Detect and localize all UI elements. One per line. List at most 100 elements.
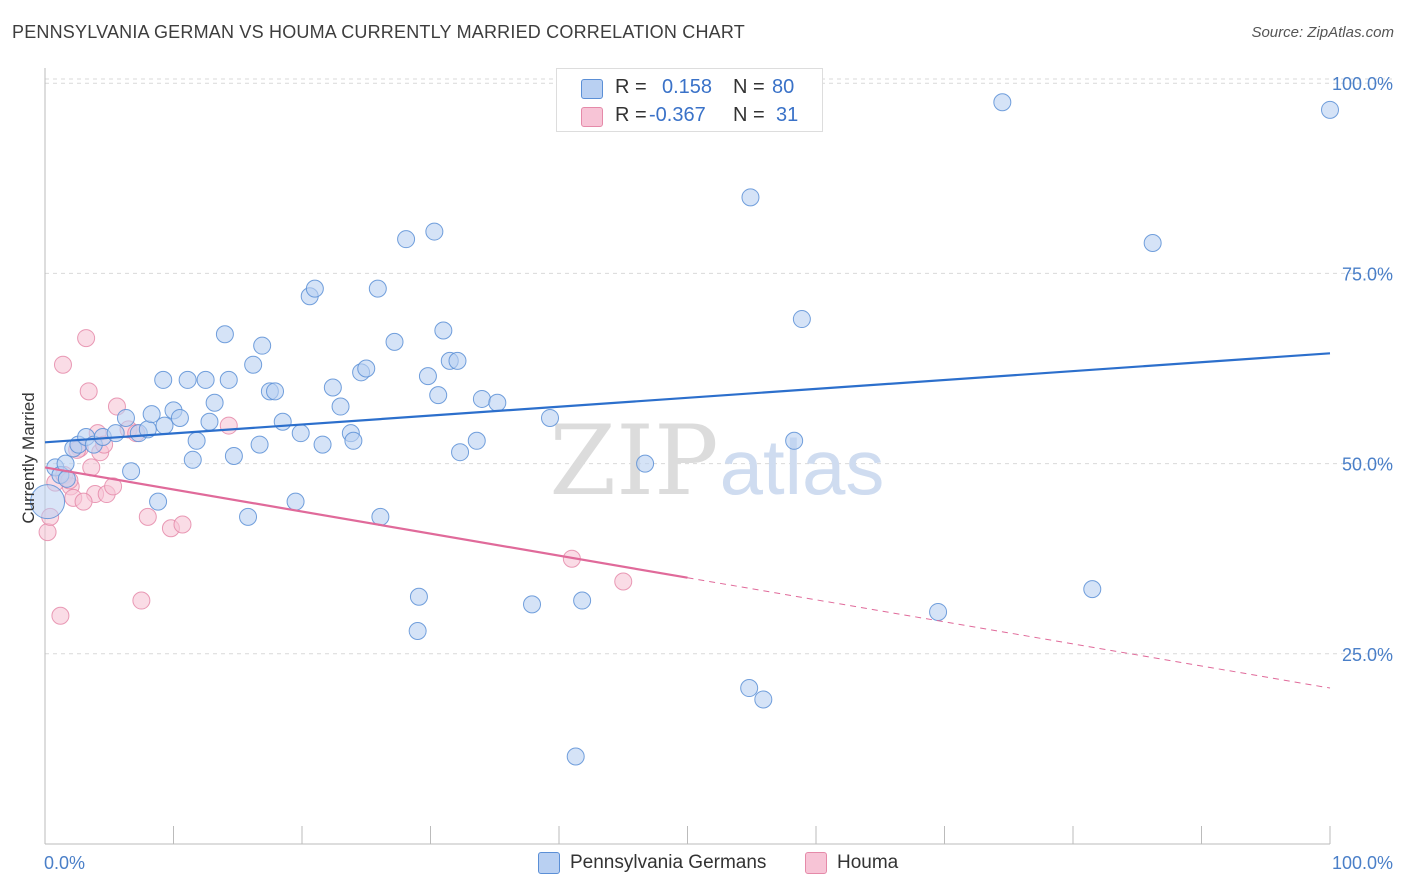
pennsylvania-germans-point: [244, 355, 263, 374]
pennsylvania-germans-point: [205, 393, 224, 412]
pennsylvania-germans-point: [155, 416, 174, 435]
pennsylvania-germans-point: [286, 492, 305, 511]
pennsylvania-germans-point: [418, 367, 437, 386]
pennsylvania-germans-point: [116, 408, 135, 427]
blue-swatch-icon: [538, 852, 560, 874]
pennsylvania-germans-point: [754, 690, 773, 709]
pennsylvania-germans-trend-line: [44, 352, 1331, 444]
watermark-zip: ZIP: [549, 405, 718, 517]
houma-point: [219, 416, 238, 435]
pennsylvania-germans-point: [196, 370, 215, 389]
pennsylvania-germans-point: [397, 230, 416, 249]
pennsylvania-germans-point: [219, 370, 238, 389]
pennsylvania-germans-point: [305, 279, 324, 298]
houma-point: [74, 492, 93, 511]
pennsylvania-germans-point: [929, 602, 948, 621]
houma-point: [38, 523, 57, 542]
y-tick-label: 75.0%: [1342, 264, 1393, 284]
pennsylvania-germans-point: [409, 587, 428, 606]
x-tick-label: 0.0%: [44, 853, 85, 873]
pennsylvania-germans-point: [385, 332, 404, 351]
trend-lines: [44, 352, 1331, 689]
houma-trend-line: [687, 577, 1331, 689]
n-label: N =: [733, 76, 765, 98]
n-value: 31: [776, 104, 799, 126]
pennsylvania-germans-point: [1083, 580, 1102, 599]
correlation-legend: R = 0.158 N = 80 R = -0.367 N = 31: [556, 68, 823, 132]
pennsylvania-germans-point: [573, 591, 592, 610]
pennsylvania-germans-point: [523, 595, 542, 614]
r-label: R =: [615, 76, 647, 98]
axes-layer: [44, 68, 1331, 845]
pennsylvania-germans-point: [1321, 100, 1339, 119]
pennsylvania-germans-point: [106, 424, 125, 443]
r-value: 0.158: [662, 76, 713, 98]
legend-label: Pennsylvania Germans: [570, 852, 767, 873]
houma-point: [77, 329, 96, 348]
pennsylvania-germans-point: [792, 310, 811, 329]
houma-point: [132, 591, 151, 610]
chart-title: PENNSYLVANIA GERMAN VS HOUMA CURRENTLY M…: [12, 22, 745, 42]
pennsylvania-germans-point: [313, 435, 332, 454]
pennsylvania-germans-point: [224, 447, 243, 465]
pennsylvania-germans-point: [215, 325, 234, 344]
pennsylvania-germans-point: [993, 93, 1012, 112]
watermark: ZIP atlas: [549, 405, 884, 517]
houma-point: [79, 382, 98, 401]
pennsylvania-germans-point: [451, 443, 470, 462]
pennsylvania-germans-point: [371, 507, 390, 526]
pennsylvania-germans-point: [253, 336, 272, 355]
x-tick-label: 100.0%: [1332, 853, 1393, 873]
legend-row-pink: R = -0.367 N = 31: [557, 101, 822, 129]
pennsylvania-germans-point: [434, 321, 453, 340]
pennsylvania-germans-point: [488, 393, 507, 412]
pennsylvania-germans-point: [239, 507, 258, 526]
pennsylvania-germans-point: [541, 408, 560, 427]
pennsylvania-germans-point: [472, 389, 491, 408]
r-value: -0.367: [649, 104, 706, 126]
houma-point: [51, 606, 70, 625]
pennsylvania-germans-point: [200, 412, 219, 431]
pennsylvania-germans-point: [122, 462, 141, 481]
r-label: R =: [615, 104, 647, 126]
pennsylvania-germans-point: [187, 431, 206, 450]
pennsylvania-germans-point: [429, 386, 448, 405]
pennsylvania-germans-point: [149, 492, 168, 511]
pennsylvania-germans-point: [425, 222, 444, 241]
pennsylvania-germans-point: [785, 431, 804, 450]
pink-swatch-icon: [805, 852, 827, 874]
pennsylvania-germans-point: [448, 351, 467, 370]
axis-labels: 25.0% 50.0% 75.0% 100.0% 0.0% 100.0%: [44, 74, 1393, 873]
pennsylvania-germans-point: [636, 454, 655, 473]
pennsylvania-germans-point: [170, 408, 189, 427]
pennsylvania-germans-point: [566, 747, 585, 766]
pennsylvania-germans-point: [741, 188, 760, 207]
pennsylvania-germans-point: [408, 621, 427, 640]
pennsylvania-germans-point: [273, 412, 292, 431]
y-tick-label: 100.0%: [1332, 74, 1393, 94]
houma-trend-line: [44, 466, 688, 579]
pennsylvania-germans-point: [331, 397, 350, 416]
pennsylvania-germans-point: [178, 370, 197, 389]
pennsylvania-germans-point: [740, 679, 759, 698]
pennsylvania-germans-point: [183, 450, 202, 469]
y-tick-label: 50.0%: [1342, 455, 1393, 475]
pennsylvania-germans-point: [154, 370, 173, 389]
pink-swatch-icon: [581, 107, 603, 127]
pennsylvania-germans-point: [357, 359, 376, 378]
legend-row-blue: R = 0.158 N = 80: [557, 73, 822, 101]
houma-point: [138, 507, 157, 526]
houma-point: [614, 572, 633, 591]
pennsylvania-germans-point: [266, 382, 285, 401]
n-label: N =: [733, 104, 765, 126]
pennsylvania-germans-point: [250, 435, 269, 454]
watermark-atlas: atlas: [720, 423, 885, 511]
pennsylvania-germans-point: [1143, 233, 1162, 252]
houma-point: [53, 355, 72, 374]
blue-swatch-icon: [581, 79, 603, 99]
pennsylvania-germans-point: [142, 405, 161, 424]
y-axis-label: Currently Married: [19, 392, 38, 523]
pennsylvania-germans-point: [467, 431, 486, 450]
pennsylvania-germans-point: [344, 431, 363, 450]
